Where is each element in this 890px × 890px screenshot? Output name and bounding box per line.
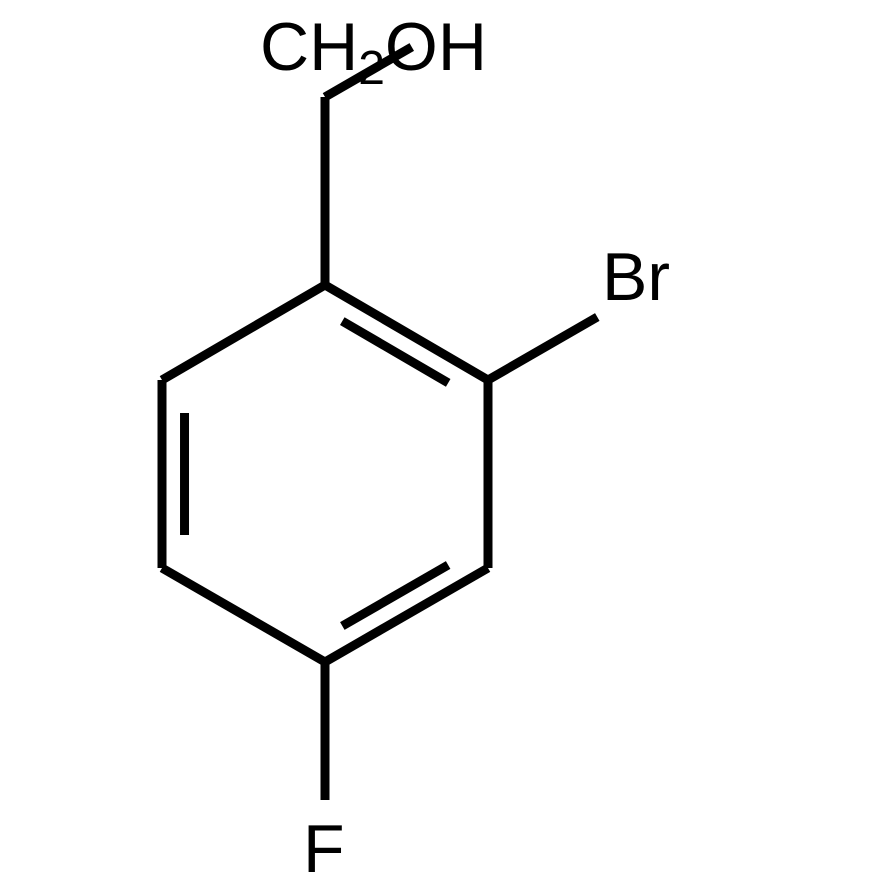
chemical-structure: Br F CH2OH [0, 0, 890, 890]
label-ch2oh: CH2OH [260, 9, 487, 95]
bond-C6-C1 [162, 285, 325, 380]
bond-C4-C5 [162, 568, 325, 662]
label-br: Br [602, 239, 670, 315]
label-f: F [303, 811, 345, 887]
bond-C2-Br [488, 317, 597, 380]
bond-C3-C4 [325, 568, 488, 662]
bond-C1-C2 [325, 285, 488, 380]
